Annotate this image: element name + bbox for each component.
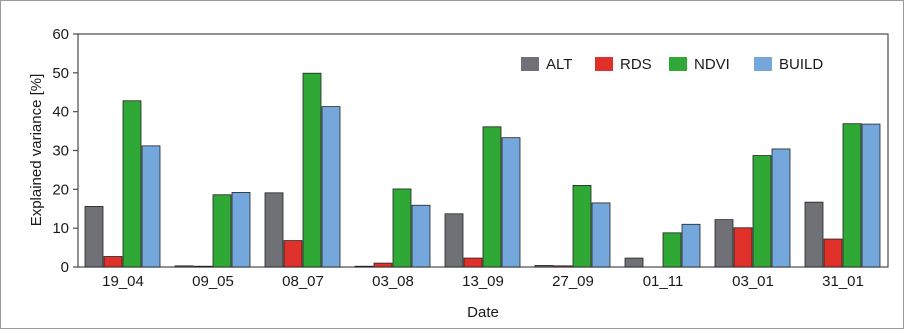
legend-swatch-ndvi (669, 57, 687, 71)
bar-ndvi-31_01 (842, 123, 862, 268)
bar-alt-03_08 (354, 265, 374, 268)
legend-swatch-rds (595, 57, 613, 71)
legend-swatch-alt (521, 57, 539, 71)
bar-build-27_09 (591, 202, 611, 268)
bars-layer (84, 72, 881, 268)
bar-alt-31_01 (804, 201, 824, 268)
y-tick-label: 50 (52, 65, 69, 82)
legend: ALT RDS NDVI BUILD (521, 56, 823, 73)
bar-ndvi-27_09 (572, 185, 592, 268)
y-axis-label: Explained variance [%] (28, 74, 45, 227)
bar-alt-09_05 (174, 265, 194, 268)
bar-ndvi-08_07 (302, 72, 322, 268)
legend-label-alt: ALT (546, 56, 572, 73)
bar-build-01_11 (681, 223, 701, 268)
bar-ndvi-19_04 (122, 100, 142, 268)
bar-rds-03_08 (373, 262, 393, 268)
x-tick-label: 01_11 (643, 273, 684, 290)
x-tick-label: 31_01 (822, 273, 864, 290)
x-tick-label: 08_07 (282, 273, 324, 290)
bar-rds-09_05 (193, 265, 213, 268)
x-tick-label: 13_09 (462, 273, 504, 290)
legend-swatch-build (754, 57, 772, 71)
bar-ndvi-13_09 (482, 126, 502, 268)
bar-ndvi-03_01 (752, 155, 772, 268)
bar-build-03_01 (771, 148, 791, 268)
y-tick-label: 60 (52, 26, 69, 43)
legend-label-ndvi: NDVI (694, 56, 730, 73)
x-tick-label: 03_08 (372, 273, 414, 290)
bar-alt-13_09 (444, 213, 464, 268)
x-axis-label: Date (467, 304, 499, 321)
bar-rds-03_01 (733, 227, 753, 268)
bar-ndvi-09_05 (212, 194, 232, 268)
x-tick-label: 19_04 (102, 273, 144, 290)
bar-build-31_01 (861, 123, 881, 268)
y-tick-label: 20 (52, 181, 69, 198)
y-tick-label: 10 (52, 220, 69, 237)
bar-build-03_08 (411, 204, 431, 268)
bar-alt-27_09 (534, 265, 554, 268)
bar-build-08_07 (321, 106, 341, 268)
bar-alt-08_07 (264, 192, 284, 268)
y-tick-label: 30 (52, 143, 69, 160)
x-tick-label: 27_09 (552, 273, 594, 290)
bar-rds-31_01 (823, 238, 843, 268)
bar-ndvi-03_08 (392, 188, 412, 268)
x-tick-label: 09_05 (192, 273, 234, 290)
bar-rds-13_09 (463, 257, 483, 268)
legend-label-build: BUILD (779, 56, 823, 73)
x-axis: 19_04 09_05 08_07 03_08 13_09 27_09 01_11 03_01… (102, 273, 864, 290)
bar-build-19_04 (141, 145, 161, 268)
bar-ndvi-01_11 (662, 232, 682, 268)
bar-rds-27_09 (553, 265, 573, 268)
x-tick-label: 03_01 (732, 273, 774, 290)
y-tick-label: 40 (52, 104, 69, 121)
bar-build-13_09 (501, 137, 521, 268)
bar-alt-01_11 (624, 257, 644, 268)
bar-build-09_05 (231, 192, 251, 268)
bar-alt-19_04 (84, 206, 104, 268)
bar-rds-08_07 (283, 240, 303, 268)
legend-label-rds: RDS (620, 56, 652, 73)
bar-alt-03_01 (714, 219, 734, 268)
y-tick-label: 0 (61, 259, 69, 276)
bar-rds-19_04 (103, 256, 123, 268)
y-axis: 0 10 20 30 40 50 60 (52, 26, 78, 276)
